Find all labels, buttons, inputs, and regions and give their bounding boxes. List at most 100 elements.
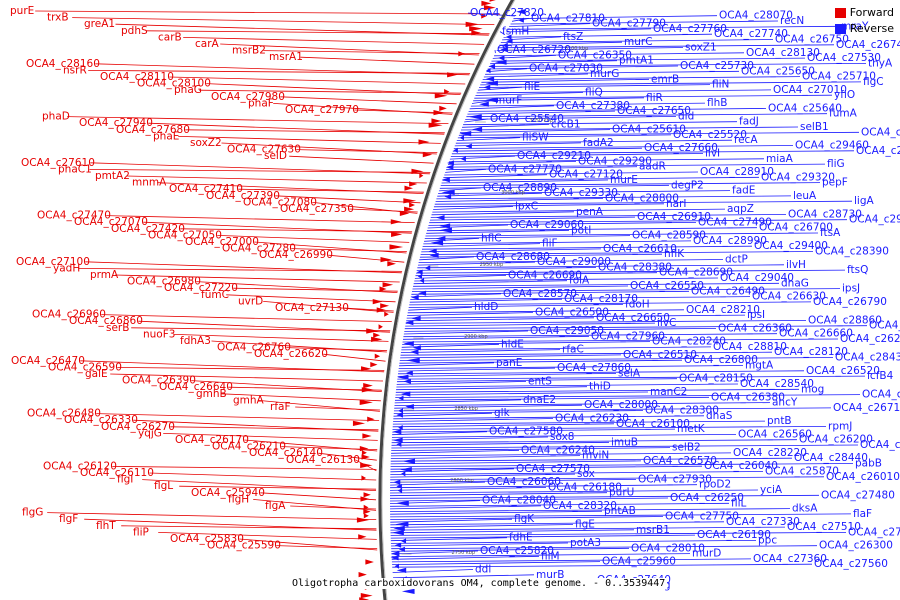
gene-label: OCA4_c27570 <box>516 463 590 475</box>
forward-gene <box>481 13 487 19</box>
leader-line <box>391 553 691 557</box>
leader-line <box>393 574 535 579</box>
gene-label: OCA4_c27090 <box>861 126 900 138</box>
leader-line <box>47 512 377 520</box>
leader-line <box>390 529 635 534</box>
leader-line <box>403 330 529 335</box>
gene-features <box>352 0 526 600</box>
leader-line <box>390 521 725 526</box>
reverse-gene <box>396 567 407 573</box>
gene-label: OCA4_c25610 <box>612 124 686 136</box>
leader-line <box>170 426 379 431</box>
leader-line <box>115 274 400 283</box>
gene-label: OCA4_c28320 <box>543 500 617 512</box>
reverse-gene <box>518 17 524 23</box>
leader-line <box>399 357 834 361</box>
gene-label: rfaC <box>562 344 584 356</box>
leader-line <box>423 240 692 245</box>
forward-gene <box>384 311 389 317</box>
leader-line <box>433 203 665 208</box>
forward-gene <box>379 286 387 292</box>
gene-label: OCA4_c25940 <box>191 487 265 499</box>
gene-label: OCA4_c27940 <box>79 117 153 129</box>
gene-label: OCA4_c27630 <box>227 144 301 156</box>
gene-label: OCA4_c28530 <box>869 320 900 332</box>
leader-line <box>491 57 806 62</box>
gene-label: purE <box>10 5 34 17</box>
gene-label: fadA2 <box>583 137 614 149</box>
forward-gene <box>363 504 369 510</box>
gene-label: potI <box>571 224 591 236</box>
leader-line <box>67 116 449 124</box>
gene-label: lcfB4 <box>867 370 894 382</box>
leader-line <box>470 102 706 107</box>
reverse-gene <box>416 269 423 275</box>
leader-line <box>442 176 760 181</box>
forward-gene <box>465 21 480 27</box>
leader-line <box>96 413 380 421</box>
leader-line <box>391 441 610 446</box>
forward-gene <box>380 257 392 263</box>
gene-label: OCA4_c28990 <box>693 235 767 247</box>
forward-gene <box>431 118 442 124</box>
leader-line <box>418 259 724 263</box>
gene-label: OCA4_c28430 <box>835 352 900 364</box>
leader-line <box>180 228 413 233</box>
gene-label: carB <box>158 31 182 43</box>
map-title: Oligotropha carboxidovorans OM4, complet… <box>290 578 668 589</box>
forward-gene <box>366 328 379 334</box>
gene-label: OCA4_c29390 <box>856 145 900 157</box>
reverse-gene <box>447 160 454 166</box>
gene-label: OCA4_c26590 <box>48 361 122 373</box>
leader-line <box>460 126 799 131</box>
gene-label: OCA4_c29000 <box>537 256 611 268</box>
gene-label: OCA4_c28540 <box>740 378 814 390</box>
forward-gene <box>380 303 390 309</box>
leader-line <box>396 381 527 385</box>
reverse-gene <box>411 294 419 300</box>
leader-line <box>391 436 549 441</box>
gene-label: OCA4_c27780 <box>848 526 900 538</box>
reverse-gene <box>397 488 403 494</box>
forward-gene <box>370 362 378 368</box>
forward-gene <box>361 387 375 393</box>
gene-label: OCA4_c26560 <box>738 428 812 440</box>
leader-line <box>390 457 793 462</box>
gene-label: selA <box>618 367 641 379</box>
gene-label: potA3 <box>570 537 601 549</box>
gene-label: OCA4_c29330 <box>544 187 618 199</box>
leader-line <box>126 175 427 184</box>
forward-gene <box>471 30 481 36</box>
gene-label: yqjG <box>138 427 162 439</box>
reverse-gene <box>472 126 483 132</box>
leader-line <box>390 524 574 528</box>
forward-swatch <box>834 7 846 18</box>
gene-label: mog <box>801 383 824 395</box>
gene-label: dnaE2 <box>523 394 556 406</box>
reverse-gene <box>439 227 452 233</box>
leader-line <box>509 23 591 27</box>
reverse-gene <box>485 80 498 86</box>
leader-line <box>300 56 475 65</box>
leader-line <box>397 378 678 383</box>
leader-line <box>390 516 664 520</box>
gene-label: OCA4_c27050 <box>148 229 222 241</box>
gene-label: fdhA3 <box>180 335 211 347</box>
gene-label: OCA4_c26170 <box>175 434 249 446</box>
leader-line <box>112 466 377 470</box>
gene-label: OCA4_c26240 <box>521 444 595 456</box>
gene-label: OCA4_c28440 <box>794 452 868 464</box>
leader-line <box>458 131 860 136</box>
gene-label: OCA4_c27530 <box>807 52 881 64</box>
leader-line <box>395 394 861 398</box>
forward-gene <box>399 210 410 216</box>
gene-label: OCA4_c28240 <box>652 336 726 348</box>
gene-label: OCA4_c27790 <box>592 18 666 30</box>
gene-label: flgG <box>22 507 43 519</box>
leader-line <box>475 92 584 96</box>
leader-line <box>500 39 774 43</box>
gene-label: OCA4_c26150 <box>860 439 900 451</box>
reverse-gene <box>429 252 439 258</box>
leader-line <box>146 30 490 35</box>
gene-label: OCA4_c27560 <box>814 558 888 570</box>
